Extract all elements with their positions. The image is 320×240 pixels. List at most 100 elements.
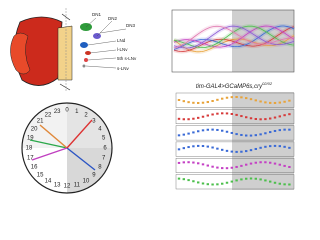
strip-frame: [175, 125, 295, 141]
fly-head: [10, 8, 73, 92]
strip-dot: [264, 101, 267, 104]
strip-dot: [273, 101, 277, 104]
strip-dot: [273, 116, 277, 119]
clock-label: 0: [65, 108, 69, 114]
clock-label: 8: [98, 165, 102, 171]
strip-dot: [273, 144, 277, 147]
strip-dot: [273, 129, 277, 132]
strip-dot: [264, 161, 267, 164]
strip-dot: [283, 114, 286, 117]
strip-dot: [264, 179, 267, 182]
strip-dot: [278, 101, 281, 104]
clock-label: 17: [27, 155, 34, 161]
clock-label: 2: [84, 113, 88, 119]
strip-dot: [259, 100, 262, 103]
strip-dot: [182, 161, 185, 164]
strip-dot: [259, 178, 262, 181]
strip-dot: [235, 133, 238, 136]
strip-dot: [254, 177, 257, 180]
strip-dot: [206, 164, 209, 167]
strip-dot: [201, 101, 205, 104]
strip-dot: [249, 134, 253, 137]
strip-dot: [273, 181, 277, 184]
trace: [173, 35, 295, 53]
clock-label: 21: [37, 119, 44, 125]
title-text: tim-GAL4>GCaMP6s,cry: [196, 84, 263, 90]
strip-dot: [221, 167, 224, 170]
strip-dot: [264, 118, 267, 121]
strip-dot: [269, 101, 272, 104]
strip-dot: [177, 99, 181, 101]
strip-dot: [240, 150, 243, 153]
neuron-label: DN1: [92, 12, 101, 17]
strip-dot: [259, 118, 262, 121]
clock-label: 9: [92, 172, 96, 178]
strip-dot: [216, 166, 219, 169]
strip-dot: [206, 114, 209, 117]
strip-dot: [187, 118, 190, 121]
clock-label: 3: [92, 119, 96, 125]
strip-dot: [283, 128, 286, 131]
clock-label: 16: [31, 165, 38, 171]
strip-dot: [245, 116, 248, 119]
clock-label: 13: [54, 182, 61, 188]
strip-dot: [211, 183, 214, 186]
neuron-label: LNd: [117, 38, 126, 43]
clock-label: 6: [103, 146, 107, 152]
strip-dot: [249, 149, 253, 152]
strip-dot: [201, 163, 205, 166]
clock-label: 22: [45, 113, 52, 119]
strip-dot: [230, 96, 233, 99]
clock-label: 1: [75, 109, 79, 115]
strip-dot: [182, 178, 185, 181]
strip-dot: [259, 146, 262, 149]
clock-label: 4: [98, 127, 102, 133]
clock-label: 15: [37, 172, 44, 178]
strip-dot: [225, 96, 229, 99]
strip-dot: [182, 133, 185, 136]
strip-dot: [254, 147, 257, 150]
strip-dot: [278, 182, 281, 185]
strip-dot: [235, 96, 238, 99]
clock-label: 19: [27, 136, 34, 142]
neuron-label: DN2: [108, 16, 117, 21]
strip-dot: [240, 115, 243, 118]
strip-dot: [230, 180, 233, 183]
strip-frame: [175, 92, 295, 108]
strip-dot: [177, 134, 181, 137]
strip-dot: [182, 118, 185, 121]
strip-panel: [175, 92, 295, 190]
strip-dot: [254, 117, 257, 120]
strip-dot: [216, 147, 219, 150]
clock-label: 7: [102, 155, 106, 161]
strip-dot: [211, 165, 214, 168]
strip-dot: [192, 101, 195, 104]
strip-dot: [245, 134, 248, 137]
strip-dot: [278, 115, 281, 118]
strip-dot: [249, 98, 253, 101]
trace: [173, 25, 295, 49]
strip-dot: [197, 101, 200, 104]
strip-dot: [235, 113, 238, 116]
strip-dot: [201, 145, 205, 148]
strip-dot: [278, 145, 281, 148]
strip-dot: [216, 98, 219, 101]
strip-dot: [230, 112, 233, 115]
strip-dot: [288, 113, 291, 116]
strip-dot: [254, 134, 257, 137]
neuron-label: 5th s-LNv: [117, 56, 137, 61]
strip-dot: [206, 128, 209, 131]
strip-dot: [269, 145, 272, 148]
strip-dot: [269, 117, 272, 120]
traces-panel: [171, 9, 296, 73]
strip-dot: [245, 163, 248, 166]
strip-dot: [259, 133, 262, 136]
neuron-label: l-LNv: [117, 47, 128, 52]
strip-dot: [211, 113, 214, 116]
trace: [173, 25, 294, 49]
strip-dot: [225, 112, 229, 115]
strip-dot: [187, 161, 190, 164]
strip-frame: [175, 141, 295, 157]
